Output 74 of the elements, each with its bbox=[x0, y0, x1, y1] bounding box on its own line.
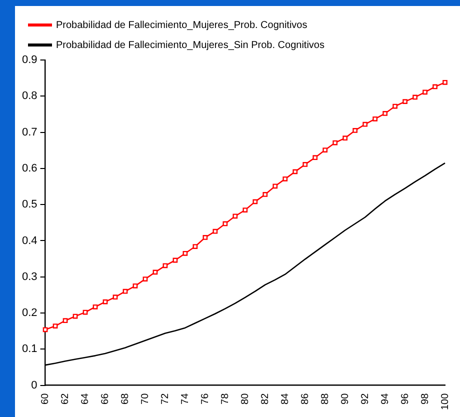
point bbox=[192, 244, 198, 249]
y-tick-label: 0.1 bbox=[22, 343, 38, 356]
point bbox=[342, 136, 348, 141]
x-tick-label: 68 bbox=[120, 392, 131, 404]
point bbox=[92, 304, 98, 310]
point bbox=[392, 104, 398, 109]
point bbox=[372, 116, 378, 122]
x-tick-label: 84 bbox=[280, 392, 291, 404]
x-tick-label: 94 bbox=[380, 392, 391, 404]
point bbox=[422, 90, 428, 95]
point bbox=[172, 258, 178, 263]
point bbox=[272, 184, 278, 189]
point bbox=[182, 250, 188, 256]
y-tick-label: 0.2 bbox=[22, 307, 38, 320]
point bbox=[232, 214, 238, 219]
x-tick-label: 60 bbox=[40, 392, 52, 404]
point bbox=[72, 314, 78, 319]
y-tick-label: 0.5 bbox=[22, 198, 38, 211]
point bbox=[362, 122, 368, 127]
point bbox=[122, 288, 128, 294]
y-tick-label: 0.9 bbox=[22, 54, 38, 66]
point bbox=[322, 148, 328, 152]
point bbox=[432, 84, 438, 90]
point bbox=[62, 318, 68, 324]
point bbox=[202, 235, 208, 240]
x-tick-label: 78 bbox=[220, 392, 231, 404]
x-tick-label: 70 bbox=[140, 392, 151, 404]
x-tick-label: 76 bbox=[200, 392, 211, 404]
y-tick-label: 0.3 bbox=[22, 270, 38, 283]
legend-label: Probabilidad de Fallecimiento_Mujeres_Sin Prob. Cognitivos bbox=[56, 40, 324, 51]
point bbox=[382, 111, 388, 116]
point bbox=[82, 310, 88, 315]
point bbox=[412, 94, 418, 100]
x-tick-label: 90 bbox=[340, 392, 351, 404]
y-tick-label: 0 bbox=[31, 379, 38, 392]
x-tick-label: 82 bbox=[260, 392, 271, 404]
point bbox=[222, 221, 228, 226]
legend-label: Probabilidad de Fallecimiento_Mujeres_Prob. Cognitivos bbox=[56, 20, 308, 31]
point bbox=[52, 324, 58, 328]
x-tick-label: 62 bbox=[60, 392, 72, 404]
point bbox=[352, 128, 358, 133]
x-tick-label: 92 bbox=[360, 392, 371, 404]
point bbox=[402, 99, 408, 104]
x-tick-label: 88 bbox=[320, 392, 331, 404]
point bbox=[292, 169, 298, 174]
x-tick-label: 74 bbox=[180, 392, 191, 404]
point bbox=[262, 192, 268, 197]
point bbox=[162, 263, 168, 268]
x-tick-label: 86 bbox=[300, 392, 311, 404]
x-tick-label: 100 bbox=[440, 392, 451, 410]
point bbox=[332, 140, 338, 146]
point bbox=[142, 276, 148, 282]
x-tick-label: 72 bbox=[160, 392, 171, 404]
y-tick-label: 0.6 bbox=[22, 162, 38, 174]
y-tick-label: 0.8 bbox=[22, 90, 38, 102]
y-tick-label: 0.7 bbox=[22, 126, 38, 138]
point bbox=[442, 80, 448, 85]
point bbox=[152, 270, 158, 275]
point bbox=[252, 199, 258, 204]
x-tick-label: 66 bbox=[100, 392, 111, 404]
point bbox=[132, 283, 138, 288]
point bbox=[282, 176, 288, 182]
point bbox=[112, 294, 118, 300]
x-tick-label: 98 bbox=[420, 392, 431, 404]
point bbox=[242, 208, 248, 212]
point bbox=[302, 162, 308, 167]
point bbox=[212, 228, 218, 234]
y-tick-label: 0.4 bbox=[22, 234, 38, 247]
x-tick-label: 80 bbox=[240, 392, 251, 404]
point bbox=[102, 299, 108, 304]
x-tick-label: 96 bbox=[400, 392, 411, 404]
point bbox=[312, 155, 318, 160]
point bbox=[42, 327, 48, 332]
x-tick-label: 64 bbox=[80, 392, 92, 404]
